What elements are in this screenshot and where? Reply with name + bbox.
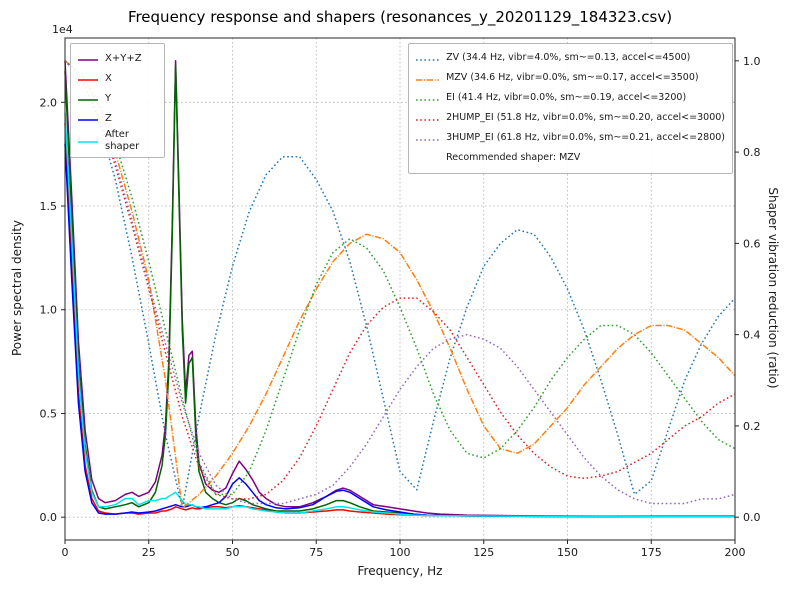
legend-item: X+Y+Z <box>77 49 157 68</box>
series-EI-line <box>64 60 736 496</box>
legend-item: MZV (34.6 Hz, vibr=0.0%, sm~=0.17, accel… <box>415 69 725 88</box>
legend-label: After shaper <box>105 129 140 152</box>
y-right-tick-label: 0.6 <box>743 237 761 250</box>
x-tick-label: 125 <box>473 546 494 559</box>
x-tick-label: 150 <box>557 546 578 559</box>
legend-item: X <box>77 69 157 88</box>
legend-line-sample <box>78 59 98 61</box>
y-left-tick-label: 0.0 <box>40 511 58 524</box>
legend-line-sample <box>77 131 99 150</box>
series-MZV-line <box>64 60 736 509</box>
legend-line-sample <box>415 89 440 108</box>
y-right-tick-label: 0.2 <box>743 420 761 433</box>
legend-line-sample <box>77 109 99 128</box>
legend-label: MZV (34.6 Hz, vibr=0.0%, sm~=0.17, accel… <box>446 72 699 84</box>
y-left-tick-label: 1.0 <box>40 304 58 317</box>
legend-line-sample <box>77 89 99 108</box>
legend-line-sample <box>415 129 440 148</box>
tick-marks-and-labels: 0 25 50 75 100 125 150 175 200 0.0 0.5 1.0 1.5 2.0 0.0… <box>40 55 761 559</box>
x-tick-label: 200 <box>725 546 746 559</box>
y-axis-offset-text: 1e4 <box>52 23 73 36</box>
series-lines <box>64 60 736 518</box>
legend-item: Recommended shaper: MZV <box>415 149 725 168</box>
legend-item: 3HUMP_EI (61.8 Hz, vibr=0.0%, sm~=0.21, … <box>415 129 725 148</box>
y-left-tick-label: 2.0 <box>40 96 58 109</box>
legend-label: Recommended shaper: MZV <box>446 152 581 164</box>
legend-line-sample <box>77 49 99 68</box>
legend-item: ZV (34.4 Hz, vibr=4.0%, sm~=0.13, accel<… <box>415 49 725 68</box>
legend-label: ZV (34.4 Hz, vibr=4.0%, sm~=0.13, accel<… <box>446 52 691 64</box>
legend-line-sample <box>415 109 440 128</box>
legend-item: 2HUMP_EI (51.8 Hz, vibr=0.0%, sm~=0.20, … <box>415 109 725 128</box>
legend-label: 2HUMP_EI (51.8 Hz, vibr=0.0%, sm~=0.20, … <box>446 112 725 124</box>
legend-line-sample <box>415 49 440 68</box>
y-right-tick-label: 0.4 <box>743 329 761 342</box>
chart-title: Frequency response and shapers (resonanc… <box>127 8 673 26</box>
series-After shaper-line <box>64 112 735 518</box>
legend-line-sample <box>416 99 440 101</box>
series-Z-line <box>64 143 735 518</box>
legend-line-sample <box>78 119 98 121</box>
legend-label: Y <box>105 92 112 104</box>
legend-label: EI (41.4 Hz, vibr=0.0%, sm~=0.19, accel<… <box>446 92 687 104</box>
series-ZV-line <box>64 60 736 509</box>
y-right-tick-label: 0.8 <box>743 146 761 159</box>
legend-label: Z <box>105 112 112 124</box>
legend-psd: X+Y+Z X Y Z After shaper <box>70 43 165 158</box>
legend-line-sample <box>78 99 98 101</box>
x-tick-label: 175 <box>641 546 662 559</box>
series-2HUMP_EI-line <box>64 60 736 500</box>
x-axis-label: Frequency, Hz <box>357 564 443 578</box>
legend-line-sample <box>416 59 440 61</box>
legend-line-sample <box>415 69 440 88</box>
x-tick-label: 100 <box>390 546 411 559</box>
x-tick-label: 0 <box>62 546 69 559</box>
legend-label: 3HUMP_EI (61.8 Hz, vibr=0.0%, sm~=0.21, … <box>446 132 725 144</box>
x-tick-label: 75 <box>309 546 323 559</box>
legend-item: EI (41.4 Hz, vibr=0.0%, sm~=0.19, accel<… <box>415 89 725 108</box>
legend-empty-sample <box>415 149 440 168</box>
legend-item: After shaper <box>77 129 157 152</box>
x-tick-label: 25 <box>142 546 156 559</box>
y-right-tick-label: 0.0 <box>743 511 761 524</box>
legend-item: Y <box>77 89 157 108</box>
legend-line-sample <box>416 119 440 121</box>
series-Y-line <box>64 64 735 518</box>
legend-line-sample <box>416 139 440 141</box>
y-left-tick-label: 1.5 <box>40 200 58 213</box>
legend-line-sample <box>415 156 440 164</box>
legend-line-sample <box>77 69 99 88</box>
y-left-tick-label: 0.5 <box>40 407 58 420</box>
legend-label: X <box>105 72 112 84</box>
y-right-tick-label: 1.0 <box>743 55 761 68</box>
legend-label: X+Y+Z <box>105 52 142 64</box>
legend-line-sample <box>78 141 98 143</box>
legend-line-sample <box>78 79 98 81</box>
legend-item: Z <box>77 109 157 128</box>
legend-shapers: ZV (34.4 Hz, vibr=4.0%, sm~=0.13, accel<… <box>408 43 733 174</box>
legend-line-sample <box>416 79 440 81</box>
x-tick-label: 50 <box>226 546 240 559</box>
series-X+Y+Z-line <box>64 60 735 517</box>
